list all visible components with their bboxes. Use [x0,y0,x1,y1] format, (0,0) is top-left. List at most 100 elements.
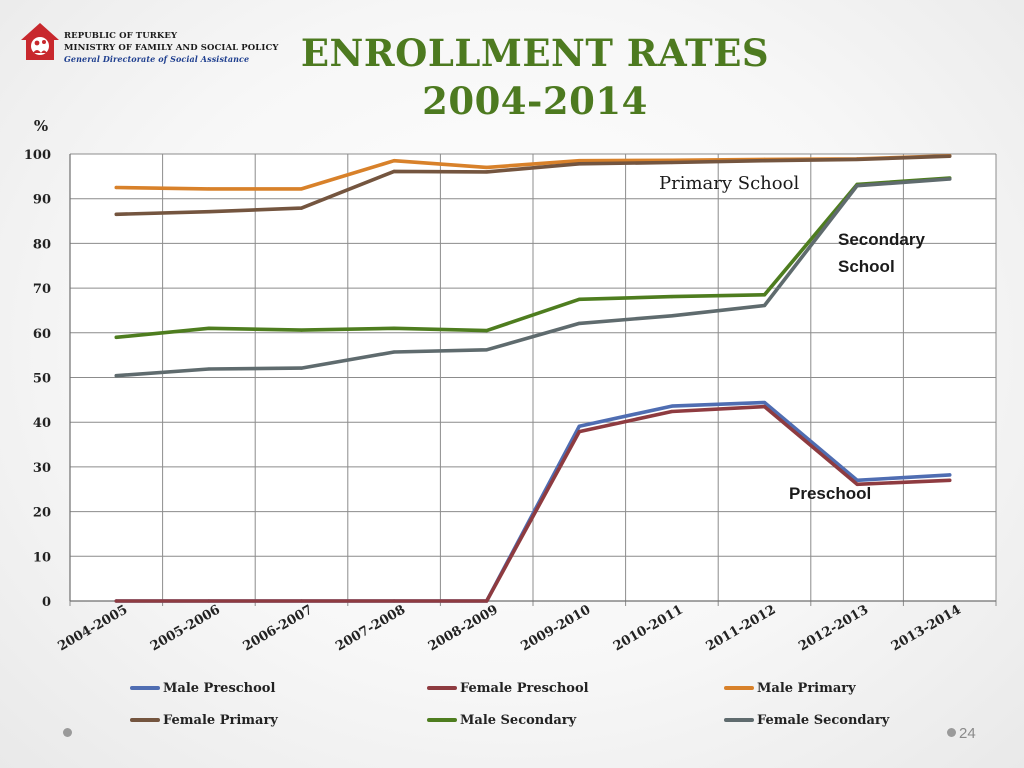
org-line-1: REPUBLIC OF TURKEY [64,31,178,41]
data-point [207,187,211,191]
data-point [485,165,489,169]
data-point [855,184,859,188]
legend-label: Female Preschool [460,681,589,696]
data-point [948,177,952,181]
data-point [299,599,304,603]
legend-label: Male Preschool [163,681,276,696]
x-tick-label: 2005-2006 [148,602,223,654]
data-point [855,482,859,486]
x-tick-label: 2012-2013 [796,602,871,654]
data-point [577,162,581,166]
legend-label: Male Secondary [460,713,577,728]
legend-swatch [724,685,754,690]
title-line-2: 2004-2014 [422,79,648,123]
data-point [207,326,211,330]
y-tick-label: 30 [33,461,51,476]
data-point [670,160,674,165]
data-point [855,157,859,161]
legend-item: Male Preschool [130,680,275,698]
annotation-secondary-school: Secondary School [838,226,958,280]
chart-series [114,154,952,603]
nav-dot-left [63,728,72,737]
data-point [485,329,489,333]
y-tick-label: 10 [33,550,51,565]
data-point [392,599,396,603]
data-point [948,473,952,477]
data-point [299,206,304,210]
data-point [392,169,396,173]
data-point [207,599,211,603]
series-female-preschool [114,404,952,603]
y-tick-label: 50 [33,372,51,387]
data-point [762,303,767,308]
data-point [670,409,674,414]
legend-label: Male Primary [757,681,856,696]
data-point [762,405,767,409]
data-point [299,366,304,370]
data-point [392,326,396,330]
data-point [485,599,489,603]
x-tick-label: 2007-2008 [333,602,408,654]
y-tick-label: 70 [33,282,51,297]
legend-item: Female Primary [130,712,278,730]
title-line-1: ENROLLMENT RATES [300,31,770,75]
legend-swatch [724,717,754,722]
data-point [485,348,489,352]
ministry-logo-icon [21,23,59,60]
x-tick-label: 2009-2010 [518,602,593,654]
organization-name: REPUBLIC OF TURKEY MINISTRY OF FAMILY AN… [64,31,279,66]
y-tick-label: 40 [33,416,51,431]
data-point [577,321,581,325]
data-point [114,185,118,190]
data-point [948,154,952,158]
data-point [114,212,118,216]
data-point [762,159,767,163]
data-point [485,170,489,174]
x-tick-label: 2006-2007 [241,602,316,654]
data-point [670,295,674,299]
x-tick-label: 2013-2014 [889,602,964,654]
series-female-primary [114,154,952,217]
legend-label: Female Primary [163,713,278,728]
data-point [114,599,118,603]
y-tick-label: 60 [33,327,51,342]
data-point [577,297,581,301]
legend-label: Female Secondary [757,713,890,728]
x-tick-label: 2010-2011 [611,602,686,654]
annotation-secondary-line-1: Secondary [838,230,925,249]
chart-grid [69,153,997,606]
data-point [207,210,211,214]
data-point [577,159,581,163]
data-point [577,430,581,434]
series-line [114,177,952,378]
x-tick-label: 2004-2005 [55,602,130,654]
data-point [762,293,767,297]
series-line [114,176,952,340]
data-point [114,374,118,378]
legend-item: Male Secondary [427,712,576,730]
data-point [670,404,674,408]
legend-item: Female Secondary [724,712,889,730]
page-title: ENROLLMENT RATES 2004-2014 [300,29,770,125]
legend-swatch [130,685,160,690]
org-line-3: General Directorate of Social Assistance [64,54,250,64]
data-point [670,314,674,318]
data-point [948,478,952,482]
data-point [299,187,304,191]
data-point [577,424,581,428]
data-point [392,159,396,163]
legend-swatch [427,685,457,690]
annotation-primary-school: Primary School [659,173,800,194]
page-number: 24 [959,725,976,742]
legend-swatch [130,717,160,722]
legend-swatch [427,717,457,722]
data-point [392,350,396,354]
legend-item: Female Preschool [427,680,589,698]
x-tick-label: 2008-2009 [426,602,501,654]
data-point [855,478,859,482]
legend-item: Male Primary [724,680,856,698]
nav-dot-right [947,728,956,737]
y-tick-label: 90 [33,193,51,208]
y-tick-label: 20 [33,506,51,521]
